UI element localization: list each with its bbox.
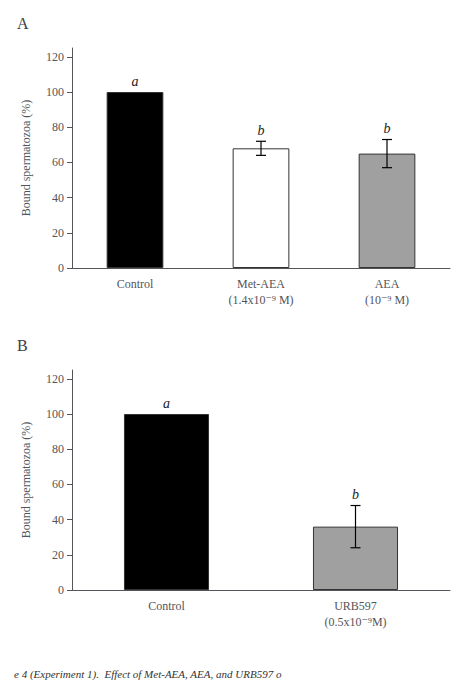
svg-text:A: A	[17, 15, 29, 32]
svg-text:60: 60	[52, 155, 64, 169]
svg-text:20: 20	[52, 226, 64, 240]
svg-text:AEA: AEA	[375, 277, 400, 291]
svg-text:Control: Control	[117, 277, 154, 291]
svg-text:b: b	[384, 121, 391, 136]
svg-text:a: a	[163, 396, 170, 411]
svg-text:e 4 (Experiment 1). Effect of: e 4 (Experiment 1). Effect of Met-AEA, A…	[14, 668, 282, 681]
svg-text:40: 40	[52, 191, 64, 205]
svg-text:b: b	[352, 487, 359, 502]
svg-text:80: 80	[52, 442, 64, 456]
svg-text:Bound spermatozoa (%): Bound spermatozoa (%)	[19, 422, 33, 539]
svg-text:40: 40	[52, 513, 64, 527]
svg-text:Met-AEA: Met-AEA	[237, 277, 285, 291]
svg-text:(10⁻⁹ M): (10⁻⁹ M)	[365, 293, 409, 307]
svg-text:120: 120	[46, 372, 64, 386]
svg-text:(0.5x10⁻⁹M): (0.5x10⁻⁹M)	[324, 615, 386, 629]
svg-text:20: 20	[52, 548, 64, 562]
svg-text:URB597: URB597	[334, 599, 377, 613]
svg-text:a: a	[132, 74, 139, 89]
svg-text:Control: Control	[148, 599, 185, 613]
svg-text:b: b	[258, 123, 265, 138]
svg-text:60: 60	[52, 477, 64, 491]
svg-text:100: 100	[46, 407, 64, 421]
svg-text:(1.4x10⁻⁹ M): (1.4x10⁻⁹ M)	[228, 293, 293, 307]
svg-text:80: 80	[52, 120, 64, 134]
svg-text:0: 0	[58, 583, 64, 597]
svg-text:0: 0	[58, 261, 64, 275]
svg-text:120: 120	[46, 50, 64, 64]
svg-text:Bound spermatozoa (%): Bound spermatozoa (%)	[19, 100, 33, 217]
svg-text:B: B	[17, 337, 28, 354]
svg-text:100: 100	[46, 85, 64, 99]
